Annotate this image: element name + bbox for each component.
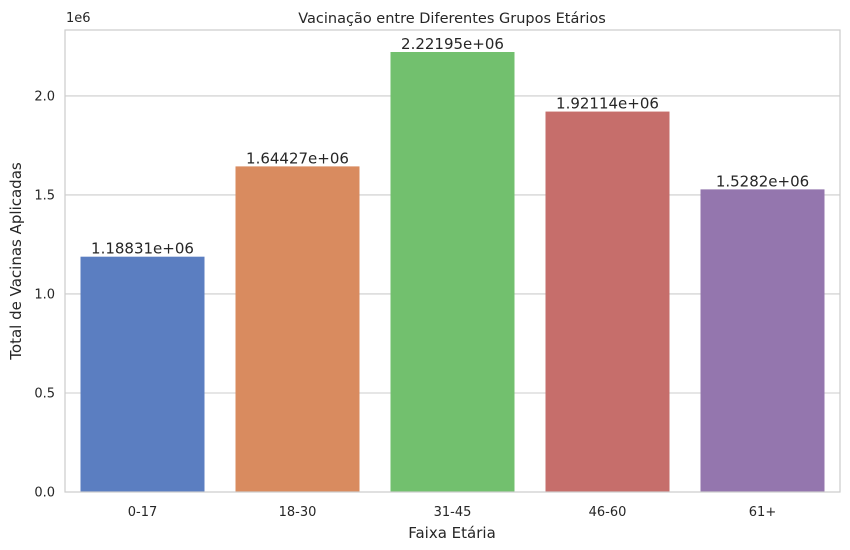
plot-frame <box>64 29 841 493</box>
y-tick-labels: 0.0 0.5 1.0 1.5 2.0 <box>34 89 55 500</box>
x-axis-title: Faixa Etária <box>408 524 496 542</box>
x-tick-labels: 0-17 18-30 31-45 46-60 61+ <box>128 505 776 520</box>
data-labels: 1.18831e+06 1.64427e+06 2.22195e+06 1.92114… <box>91 35 809 258</box>
y-tick-label: 2.0 <box>34 89 55 104</box>
bar-61+ <box>700 189 825 492</box>
y-tick-label: 0.5 <box>34 386 55 401</box>
x-tick-label: 31-45 <box>434 505 472 520</box>
bar-0-17 <box>80 256 205 492</box>
y-tick-label: 1.5 <box>34 188 55 203</box>
data-label: 1.92114e+06 <box>556 95 659 113</box>
data-label: 1.5282e+06 <box>716 172 809 190</box>
x-tick-label: 61+ <box>749 505 776 520</box>
data-label: 1.64427e+06 <box>246 149 349 167</box>
data-label: 2.22195e+06 <box>401 35 504 53</box>
x-tick-label: 46-60 <box>589 505 627 520</box>
x-tick-label: 18-30 <box>279 505 317 520</box>
y-tick-label: 1.0 <box>34 287 55 302</box>
bar-46-60 <box>545 111 670 493</box>
y-tick-label: 0.0 <box>34 486 55 501</box>
y-axis-title: Total de Vacinas Aplicadas <box>7 162 25 361</box>
bar-31-45 <box>390 52 515 493</box>
bars <box>80 52 825 493</box>
chart-title: Vacinação entre Diferentes Grupos Etário… <box>298 11 606 27</box>
data-label: 1.18831e+06 <box>91 240 194 258</box>
x-tick-label: 0-17 <box>128 505 158 520</box>
bar-18-30 <box>235 166 360 493</box>
y-axis-offset-label: 1e6 <box>66 11 91 26</box>
